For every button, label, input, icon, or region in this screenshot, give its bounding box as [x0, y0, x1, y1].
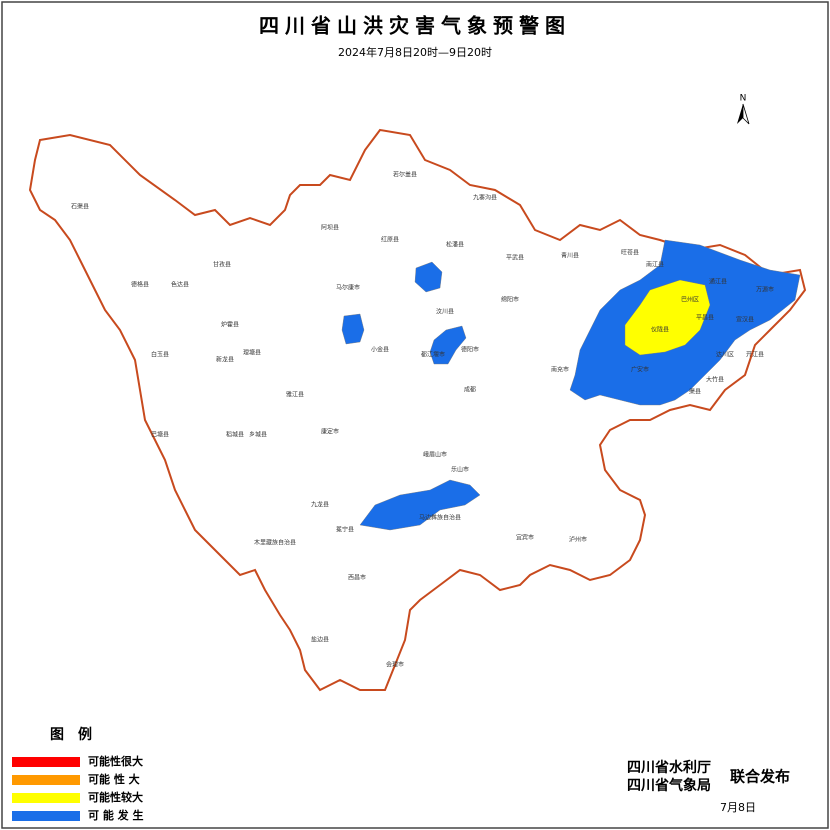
- county-label: 若尔盖县: [393, 171, 417, 179]
- legend-swatch: [12, 811, 80, 821]
- county-label: 青川县: [561, 252, 579, 260]
- legend-label: 可 能 发 生: [88, 808, 144, 822]
- county-label: 石渠县: [71, 203, 89, 211]
- county-label: 旺苍县: [621, 249, 639, 257]
- county-label: 乡城县: [249, 432, 267, 439]
- warning-zone: [429, 325, 467, 365]
- county-label: 开江县: [746, 352, 764, 359]
- county-label: 峨眉山市: [423, 451, 447, 459]
- county-label: 九龙县: [311, 501, 329, 509]
- county-label: 大竹县: [706, 376, 724, 384]
- release-date: 7月8日: [720, 801, 756, 814]
- north-arrow-right: [742, 103, 750, 125]
- county-label: 新龙县: [216, 356, 234, 364]
- legend-label: 可能性较大: [88, 790, 143, 804]
- county-label: 渠县: [689, 388, 701, 396]
- county-label: 绵阳市: [501, 296, 519, 304]
- county-label: 九寨沟县: [473, 194, 497, 202]
- warning-zone: [414, 261, 443, 293]
- joint-release: 联合发布: [730, 768, 790, 786]
- county-label: 阿坝县: [321, 224, 339, 232]
- legend-title: 图 例: [50, 726, 92, 743]
- county-label: 仪陇县: [651, 326, 669, 334]
- map-subtitle: 2024年7月8日20时—9日20时: [338, 45, 492, 59]
- north-label: N: [740, 94, 747, 104]
- legend-label: 可能 性 大: [88, 772, 140, 786]
- county-label: 达川区: [716, 351, 734, 359]
- county-label: 巴塘县: [151, 431, 169, 439]
- county-label: 成都: [464, 386, 476, 394]
- county-label: 汶川县: [436, 308, 454, 316]
- county-label: 红原县: [381, 236, 399, 244]
- county-label: 德阳市: [461, 346, 479, 354]
- county-label: 德格县: [131, 281, 149, 289]
- publisher: 四川省气象局: [627, 777, 711, 794]
- county-label: 盐边县: [311, 636, 329, 644]
- county-label: 会理市: [386, 661, 404, 669]
- county-label: 木里藏族自治县: [254, 539, 296, 547]
- county-label: 平昌县: [696, 315, 714, 322]
- county-label: 色达县: [171, 281, 189, 289]
- publisher: 四川省水利厅: [627, 759, 711, 776]
- county-label: 冕宁县: [336, 526, 354, 534]
- county-label: 雅江县: [286, 391, 304, 399]
- legend-swatch: [12, 757, 80, 767]
- warning-zone: [341, 313, 365, 345]
- county-label: 南充市: [551, 366, 569, 374]
- warning-zone: [359, 479, 481, 531]
- county-label: 白玉县: [151, 351, 169, 359]
- county-label: 乐山市: [451, 466, 469, 474]
- county-label: 宜宾市: [516, 534, 534, 542]
- county-label: 马边彝族自治县: [419, 514, 461, 522]
- county-label: 甘孜县: [213, 261, 231, 269]
- county-label: 康定市: [321, 428, 339, 436]
- county-label: 松潘县: [446, 241, 464, 249]
- county-label: 广安市: [631, 366, 649, 374]
- legend-swatch: [12, 775, 80, 785]
- north-arrow-left: [737, 104, 743, 124]
- north-arrow: N: [737, 94, 750, 125]
- county-label: 西昌市: [348, 574, 366, 582]
- legend-swatch: [12, 793, 80, 803]
- county-label: 南江县: [646, 261, 664, 269]
- county-label: 平武县: [506, 254, 524, 262]
- county-label: 万源市: [756, 286, 774, 294]
- map-title: 四川省山洪灾害气象预警图: [259, 14, 571, 38]
- legend-label: 可能性很大: [88, 754, 143, 768]
- warning-zone: [624, 279, 711, 356]
- county-label: 小金县: [371, 346, 389, 354]
- province-outline: [28, 128, 807, 692]
- county-label: 炉霍县: [221, 321, 239, 329]
- county-label: 稻城县: [226, 431, 244, 439]
- county-label: 宣汉县: [736, 316, 754, 324]
- county-label: 理塘县: [243, 349, 261, 357]
- county-label: 马尔康市: [336, 284, 360, 292]
- county-label: 泸州市: [569, 536, 587, 544]
- county-label: 都江堰市: [421, 351, 445, 359]
- county-label: 巴州区: [681, 297, 699, 304]
- county-label: 通江县: [709, 278, 727, 286]
